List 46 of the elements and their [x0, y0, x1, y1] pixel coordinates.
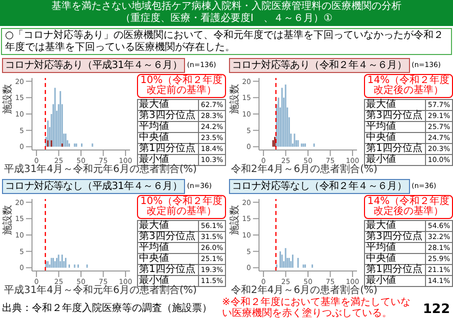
text: 第1四分位点: [138, 143, 199, 154]
text: 最小値: [365, 275, 426, 286]
text: 最大値: [365, 99, 426, 110]
chart-title: コロナ対応等なし（平成31年４～６月）: [2, 178, 186, 194]
text: 中央値: [138, 132, 199, 143]
y-axis-title: 施設数: [228, 205, 241, 235]
text: 最小値: [365, 154, 426, 165]
text: 最大値: [138, 220, 199, 231]
text: 中央値: [138, 253, 199, 264]
x-axis-title: 令和2年4月～6月の患者割合(%): [231, 285, 378, 296]
chart-title: コロナ対応等なし（令和２年４～６月）: [229, 178, 410, 194]
text: 平均値: [138, 242, 199, 253]
chart-title: コロナ対応等あり（令和２年４～６月）: [229, 58, 410, 72]
source-note: 出典：令和２年度入院医療等の調査（施設票）: [2, 303, 212, 315]
ref-line-label: 14%（令和２年度改定後の基準）: [364, 74, 453, 98]
ref-line-label: 10%（令和２年度改定前の基準）: [137, 195, 226, 219]
text: 第3四分位点: [365, 231, 426, 242]
x-axis-title: 平成31年4月～令和元年6月の患者割合(%): [4, 285, 197, 297]
text: 基準を満たさない地域包括ケア病棟入院料・入院医療管理料の医療機関の分析: [50, 1, 402, 12]
text: 最小値: [138, 275, 199, 286]
text: 最大値: [138, 99, 199, 110]
text: 最小値: [138, 154, 199, 165]
chart-title: コロナ対応等あり（平成31年４～６月）: [2, 58, 186, 72]
text: 平均値: [365, 121, 426, 132]
x-axis-title: 令和2年4月～6月の患者割合(%): [231, 164, 378, 176]
text: 平均値: [365, 242, 426, 253]
text: 中央値: [365, 253, 426, 264]
y-axis-title: 施設数: [2, 205, 14, 235]
text: 122: [422, 302, 450, 317]
text: （重症度、医療・看護必要度Ⅰ 、４～６月）①: [120, 13, 334, 25]
text: ※令和２年度において基準を満たしていない医療機関を赤く塗りつぶしている。: [222, 297, 412, 319]
text: 第1四分位点: [365, 264, 426, 275]
y-axis-title: 施設数: [2, 84, 14, 114]
text: ○「コロナ対応等あり」の医療機関において、令和元年度では基準を下回っていなかったが令和２年度では基準を下回っている医療機関が存在した。: [1, 28, 452, 55]
text: 第3四分位点: [365, 110, 426, 121]
text: 第1四分位点: [365, 143, 426, 154]
text: 第3四分位点: [138, 231, 199, 242]
ref-line-label: 10%（令和２年度改定前の基準）: [137, 74, 226, 98]
text: 平均値: [138, 121, 199, 132]
ref-line-label: 14%（令和２年度改定後の基準）: [364, 195, 453, 219]
text: 最大値: [365, 220, 426, 231]
text: 第3四分位点: [138, 110, 199, 121]
text: 中央値: [365, 132, 426, 143]
y-axis-title: 施設数: [228, 84, 241, 114]
text: 第1四分位点: [138, 264, 199, 275]
x-axis-title: 平成31年4月～令和元年6月の患者割合(%): [4, 164, 197, 176]
